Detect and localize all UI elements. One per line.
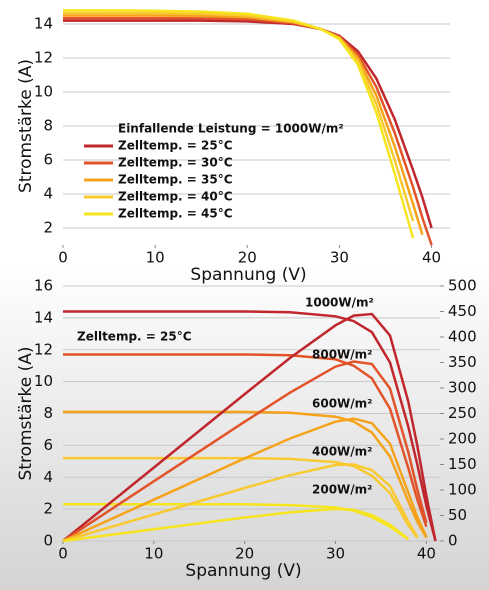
power-line [62,312,437,542]
y2-tick-label: 100 [448,481,477,499]
power-line [62,417,428,543]
annotation: Einfallende Leistung = 1000W/m² [118,122,344,136]
y-tick-label: 4 [43,468,53,486]
y-axis-label: Stromstärke (A) [16,347,36,481]
y2-tick-label: 500 [448,277,477,295]
x-tick-label: 30 [326,545,345,563]
annotation: Zelltemp. = 25°C [77,330,192,344]
x-axis-label: Spannung (V) [185,561,301,581]
series-label: 200W/m² [312,483,372,497]
y-axis-label: Stromstärke (A) [16,59,36,193]
current-line [63,9,415,239]
current-line [63,353,428,528]
x-axis-label: Spannung (V) [190,265,306,285]
y-tick-label: 16 [34,277,53,295]
current-line [63,410,428,539]
y-tick-label: 4 [43,185,53,203]
power-line [62,463,419,543]
legend-label: Zelltemp. = 30°C [118,156,233,170]
x-tick-label: 10 [146,249,165,267]
x-tick-label: 10 [144,545,163,563]
current-line [63,310,437,542]
y-tick-label: 6 [43,151,53,169]
y-tick-label: 0 [43,532,53,550]
x-tick-label: 20 [238,249,257,267]
power-line [62,360,428,543]
y-tick-label: 14 [34,15,53,33]
y-tick-label: 2 [43,500,53,518]
y-tick-label: 14 [34,308,53,326]
y2-tick-label: 0 [448,532,458,550]
series-label: 800W/m² [312,348,372,362]
y-tick-label: 8 [43,404,53,422]
y2-tick-label: 250 [448,404,477,422]
y-tick-label: 6 [43,436,53,454]
y2-tick-label: 200 [448,430,477,448]
x-tick-label: 0 [58,249,68,267]
x-tick-label: 30 [330,249,349,267]
y2-tick-label: 400 [448,328,477,346]
y-tick-label: 12 [34,340,53,358]
current-line [63,503,409,541]
series-label: 600W/m² [312,397,372,411]
y-tick-label: 10 [34,372,53,390]
y-tick-label: 10 [34,83,53,101]
power-line [62,507,409,543]
x-tick-label: 40 [422,249,441,267]
y2-tick-label: 50 [448,506,467,524]
series-label: 400W/m² [312,445,372,459]
y2-tick-label: 150 [448,455,477,473]
x-tick-label: 0 [58,545,68,563]
y-tick-label: 12 [34,49,53,67]
x-tick-label: 20 [235,545,254,563]
legend-label: Zelltemp. = 25°C [118,139,233,153]
x-tick-label: 40 [417,545,436,563]
series-label: 1000W/m² [305,296,374,310]
legend-label: Zelltemp. = 35°C [118,173,233,187]
y2-tick-label: 300 [448,379,477,397]
y-tick-label: 2 [43,219,53,237]
y2-tick-label: 450 [448,302,477,320]
y2-tick-label: 350 [448,353,477,371]
legend-label: Zelltemp. = 40°C [118,190,233,204]
y-tick-label: 8 [43,117,53,135]
legend-label: Zelltemp. = 45°C [118,207,233,221]
